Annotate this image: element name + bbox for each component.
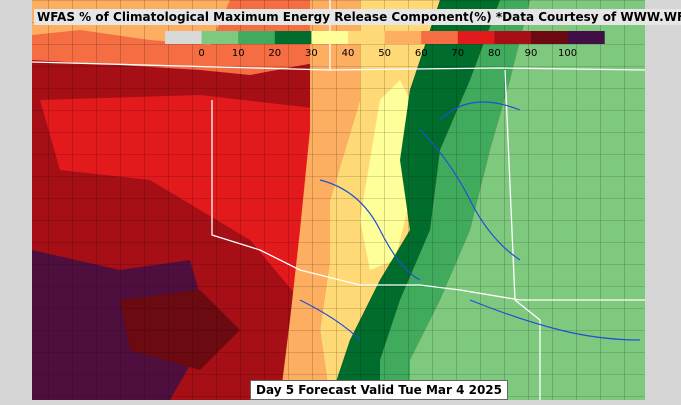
legend-tick-label: 60 [415,48,428,59]
legend: 0 10 20 30 40 50 60 70 80 90 100 [165,31,605,59]
legend-swatch [201,31,239,44]
legend-swatch [531,31,569,44]
legend-swatch [274,31,312,44]
legend-tick-label: 40 [342,48,355,59]
legend-swatch [384,31,422,44]
map-area [32,0,645,400]
legend-swatch [165,31,203,44]
legend-tick-label: 50 [378,48,391,59]
legend-tick-label: 90 [525,48,538,59]
legend-swatch [311,31,349,44]
legend-swatch [457,31,495,44]
legend-swatch [421,31,459,44]
legend-swatch [348,31,386,44]
legend-tick-label: 100 [558,48,577,59]
legend-tick-label: 30 [305,48,318,59]
legend-swatch [238,31,276,44]
legend-swatch [494,31,532,44]
map-title: WFAS % of Climatological Maximum Energy … [34,9,681,25]
forecast-label: Day 5 Forecast Valid Tue Mar 4 2025 [250,380,509,400]
legend-tick-label: 20 [268,48,281,59]
legend-tick-label: 80 [488,48,501,59]
legend-tick-label: 0 [198,48,204,59]
legend-tick-label: 70 [451,48,464,59]
legend-swatch [567,31,605,44]
legend-tick-label: 10 [232,48,245,59]
